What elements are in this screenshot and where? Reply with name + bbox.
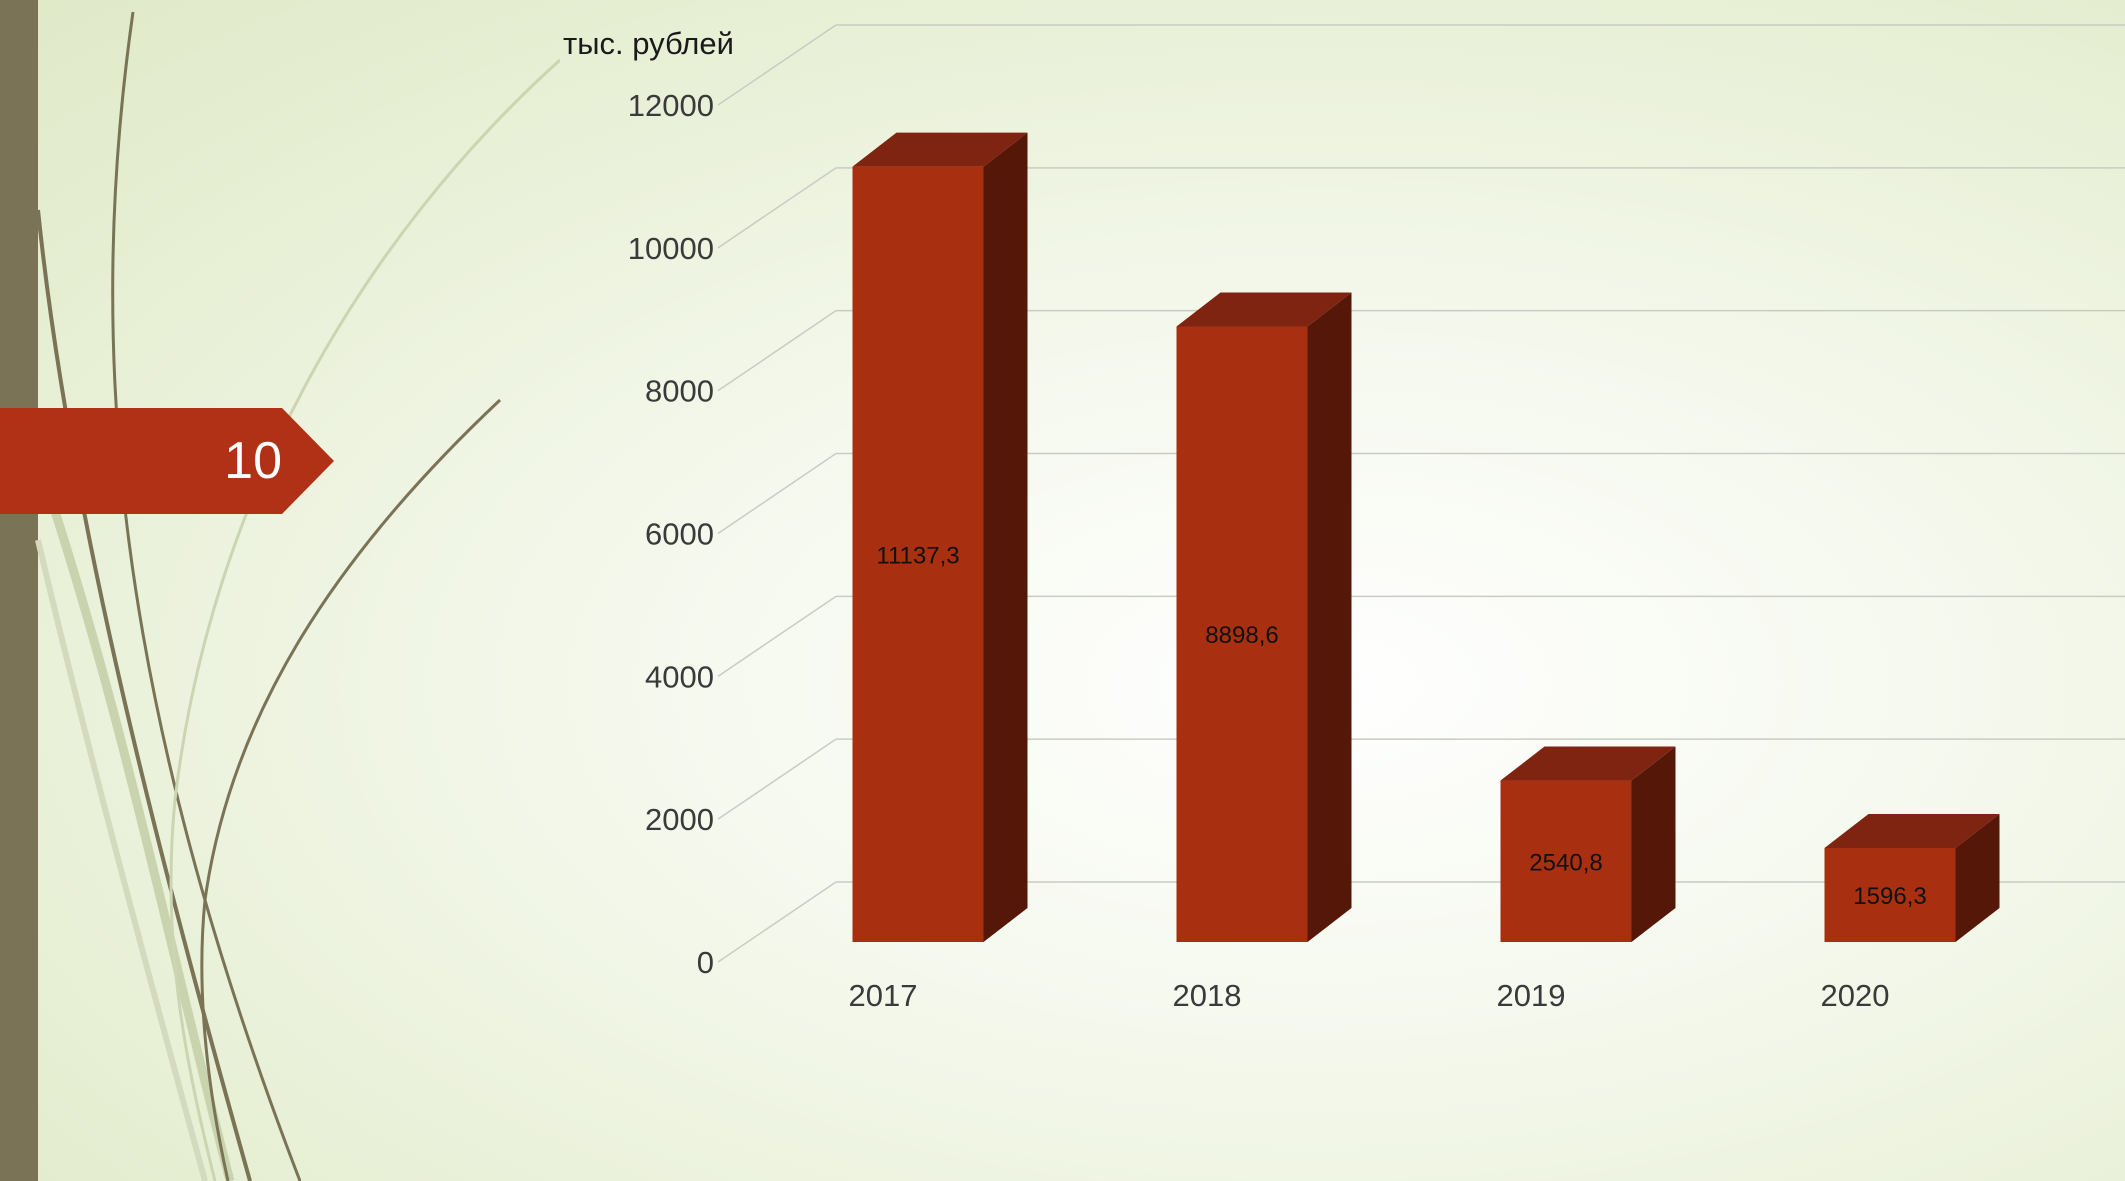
grid-diagonal bbox=[717, 167, 837, 249]
y-tick-label: 4000 bbox=[645, 659, 714, 694]
grid-diagonal bbox=[717, 595, 837, 677]
bar-top bbox=[1500, 746, 1676, 781]
slide-number-tag bbox=[0, 408, 334, 514]
bar-side bbox=[983, 132, 1028, 943]
slide-number: 10 bbox=[224, 432, 282, 490]
decorative-curves bbox=[33, 11, 560, 1181]
bar bbox=[852, 166, 984, 943]
y-tick-label: 12000 bbox=[628, 88, 714, 123]
y-tick-label: 8000 bbox=[645, 374, 714, 409]
y-tick-label: 6000 bbox=[645, 517, 714, 552]
bar bbox=[1176, 326, 1308, 942]
grid-diagonal bbox=[717, 452, 837, 535]
bar bbox=[1824, 847, 1956, 942]
data-label: 11137,3 bbox=[876, 542, 959, 569]
bar-top bbox=[852, 132, 1028, 167]
bar-side bbox=[1631, 746, 1676, 942]
bar-top bbox=[1176, 292, 1352, 327]
data-label: 2540,8 bbox=[1529, 849, 1602, 876]
data-label: 1596,3 bbox=[1853, 883, 1926, 910]
y-tick-label: 2000 bbox=[645, 802, 714, 837]
bar-side bbox=[1307, 292, 1352, 942]
x-tick-label: 2019 bbox=[1497, 978, 1566, 1013]
grid-diagonal bbox=[717, 310, 837, 392]
x-tick-label: 2017 bbox=[849, 978, 918, 1013]
bar bbox=[1500, 780, 1632, 942]
grid-diagonal bbox=[717, 24, 837, 106]
y-axis-unit-label: тыс. рублей bbox=[563, 26, 734, 61]
y-tick-label: 10000 bbox=[628, 231, 714, 266]
sidebar-strip bbox=[0, 0, 38, 1181]
x-tick-label: 2018 bbox=[1173, 978, 1242, 1013]
x-tick-label: 2020 bbox=[1821, 978, 1890, 1013]
bar-top bbox=[1824, 813, 2000, 848]
bar-side bbox=[1955, 813, 2000, 942]
data-label: 8898,6 bbox=[1205, 622, 1278, 649]
grid-diagonal bbox=[717, 738, 837, 820]
y-tick-label: 0 bbox=[697, 945, 714, 980]
grid-diagonal bbox=[717, 881, 837, 963]
